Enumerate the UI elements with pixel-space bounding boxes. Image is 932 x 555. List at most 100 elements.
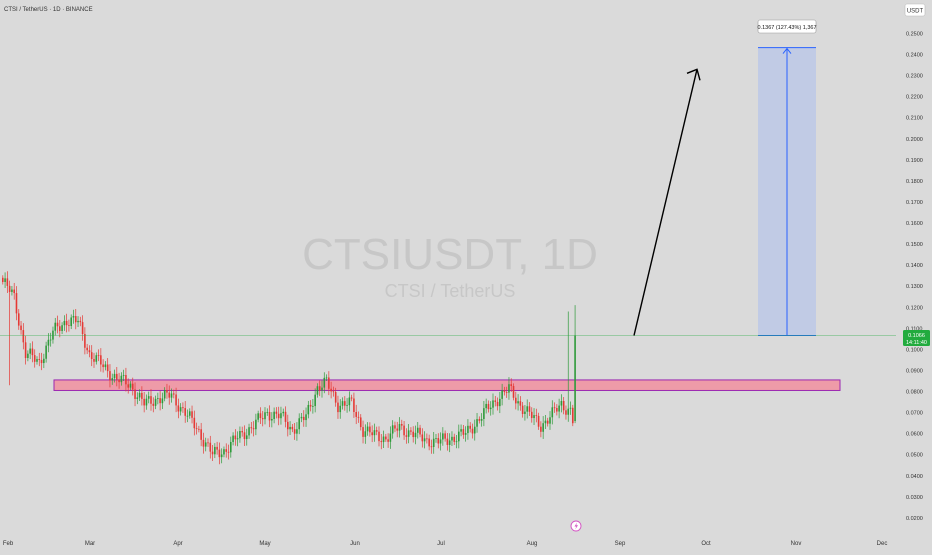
candle	[43, 353, 45, 369]
candle	[102, 359, 104, 373]
candle	[184, 401, 186, 423]
candle	[15, 286, 18, 321]
candle	[501, 383, 503, 406]
candle	[136, 392, 139, 405]
x-tick-label: Jul	[437, 541, 445, 547]
candle	[499, 391, 501, 414]
candle	[401, 419, 403, 430]
candle	[508, 377, 510, 400]
candle	[405, 428, 408, 444]
candle	[316, 383, 319, 398]
y-tick-label: 0.1900	[906, 158, 923, 164]
candle	[346, 398, 348, 413]
lightning-icon[interactable]	[570, 520, 582, 532]
candle	[261, 410, 264, 427]
currency-badge[interactable]	[904, 3, 926, 17]
candle	[220, 448, 223, 464]
candle	[569, 401, 572, 415]
candle	[296, 422, 298, 441]
candle	[159, 390, 161, 411]
y-tick-label: 0.1400	[906, 263, 923, 269]
candle	[309, 400, 312, 412]
resistance-zone[interactable]	[53, 379, 841, 391]
bar-countdown: 14:11:40	[906, 340, 927, 346]
watermark-ticker: CTSIUSDT, 1D	[302, 230, 598, 279]
candle	[54, 317, 57, 336]
candle	[63, 315, 66, 331]
projection-arrow[interactable]	[633, 68, 701, 336]
candle	[100, 348, 102, 372]
candle	[236, 431, 239, 447]
candle	[216, 441, 218, 455]
candle	[282, 408, 285, 417]
candle	[2, 275, 4, 285]
candle	[574, 305, 576, 424]
x-tick-label: Mar	[85, 541, 95, 547]
candle	[357, 411, 360, 423]
candle	[503, 386, 506, 396]
candle	[473, 419, 476, 441]
candle	[455, 434, 458, 449]
candle	[250, 421, 253, 434]
candle	[537, 412, 540, 430]
candle	[245, 428, 248, 446]
candle	[106, 358, 109, 378]
candle	[305, 407, 307, 427]
candle	[353, 392, 355, 418]
candle	[179, 403, 182, 416]
candle	[168, 385, 171, 405]
candle	[391, 420, 394, 439]
candle	[446, 432, 449, 451]
candle	[314, 388, 316, 413]
y-tick-label: 0.1500	[906, 242, 923, 248]
y-tick-label: 0.0700	[906, 411, 923, 417]
y-tick-label: 0.1200	[906, 305, 923, 311]
candle	[143, 391, 145, 413]
measure-label-box	[757, 19, 817, 34]
candle	[387, 433, 389, 448]
candle	[45, 341, 47, 363]
candle	[257, 410, 259, 423]
candle	[38, 352, 41, 367]
candle	[533, 408, 535, 426]
candle	[49, 332, 52, 347]
candle	[198, 425, 200, 433]
y-tick-label: 0.1600	[906, 221, 923, 227]
candle	[560, 394, 563, 413]
candle	[492, 393, 494, 415]
candle	[182, 402, 184, 413]
candle	[435, 434, 437, 443]
candle	[40, 352, 43, 371]
candle	[414, 425, 417, 445]
candle	[467, 419, 469, 440]
candle	[515, 391, 517, 410]
x-tick-label: Feb	[3, 541, 14, 547]
candle	[471, 423, 474, 439]
candle	[88, 345, 91, 358]
candle	[271, 412, 273, 428]
candle	[526, 399, 528, 419]
candle	[280, 406, 282, 425]
candle	[68, 319, 70, 332]
candle	[127, 378, 129, 394]
candle	[152, 397, 155, 413]
candle	[451, 431, 453, 446]
candle	[355, 404, 357, 425]
candle	[24, 335, 27, 365]
candle	[362, 420, 364, 444]
currency-label: USDT	[907, 9, 924, 15]
candle	[84, 327, 86, 355]
candle	[122, 369, 125, 381]
candle	[29, 343, 31, 360]
candle	[77, 316, 79, 327]
candle	[542, 416, 544, 439]
candle	[275, 407, 278, 419]
candle	[328, 371, 330, 396]
candle	[161, 392, 164, 409]
candle	[378, 426, 380, 447]
candle	[230, 436, 232, 458]
candle	[277, 406, 280, 426]
candle	[437, 433, 440, 449]
